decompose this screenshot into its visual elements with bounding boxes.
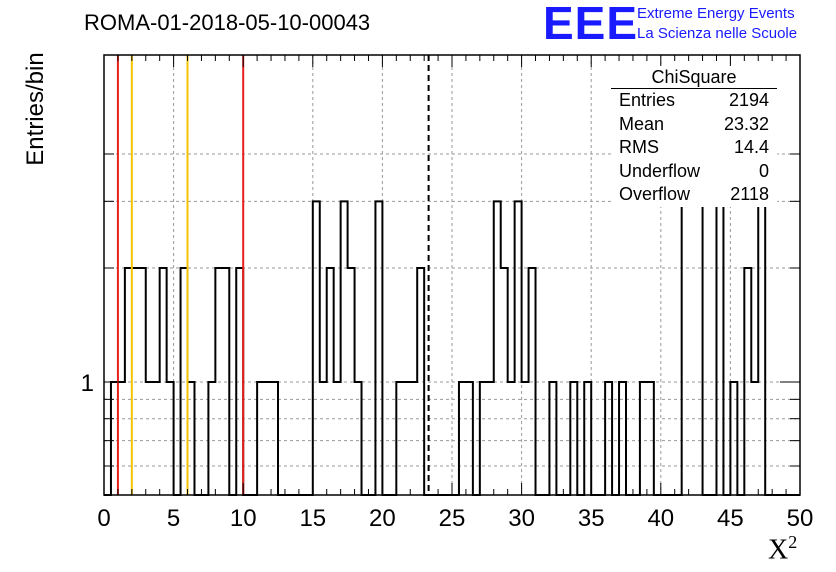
stats-label: Underflow: [619, 160, 701, 181]
stats-row-underflow: Underflow 0: [611, 160, 777, 184]
x-axis-label-base: X: [768, 534, 789, 566]
stats-row-mean: Mean 23.32: [611, 113, 777, 137]
stats-row-overflow: Overflow 2118: [611, 183, 777, 207]
stats-value: 14.4: [733, 137, 769, 157]
x-axis-label-sup: 2: [788, 532, 798, 552]
stats-value: 0: [758, 160, 769, 181]
logo-caption-line1: Extreme Energy Events: [637, 5, 795, 22]
y-tick-label: 1: [81, 370, 94, 397]
stats-label: Overflow: [619, 184, 691, 204]
stats-label: RMS: [619, 137, 659, 157]
x-tick-label: 30: [508, 505, 535, 532]
stats-row-entries: Entries 2194: [611, 89, 777, 113]
logo-caption-line2: La Scienza nelle Scuole: [637, 25, 798, 42]
x-tick-label: 15: [299, 505, 326, 532]
histogram-outline: [104, 153, 800, 496]
stats-value: 2194: [728, 90, 769, 110]
x-tick-label: 50: [787, 505, 814, 532]
x-tick-label: 35: [578, 505, 605, 532]
x-tick-label: 5: [167, 505, 180, 532]
stats-box: ChiSquare Entries 2194 Mean 23.32 RMS 14.4 …: [611, 66, 777, 207]
stats-title: ChiSquare: [611, 66, 777, 89]
x-tick-label: 45: [717, 505, 744, 532]
x-tick-label: 0: [97, 505, 110, 532]
chart-title: ROMA-01-2018-05-10-00043: [84, 10, 371, 35]
stats-value: 2118: [730, 184, 769, 204]
stats-value: 23.32: [723, 113, 769, 134]
stats-label: Mean: [619, 113, 665, 134]
eee-logo: EEE: [543, 0, 639, 49]
x-tick-label: 10: [230, 505, 257, 532]
logo-caption: Extreme Energy Events La Scienza nelle S…: [637, 4, 797, 44]
x-axis-label: X2: [768, 532, 797, 566]
stats-row-rms: RMS 14.4: [611, 136, 777, 160]
x-tick-label: 25: [439, 505, 466, 532]
x-tick-label: 40: [647, 505, 674, 532]
x-tick-label: 20: [369, 505, 396, 532]
stats-label: Entries: [619, 90, 676, 110]
